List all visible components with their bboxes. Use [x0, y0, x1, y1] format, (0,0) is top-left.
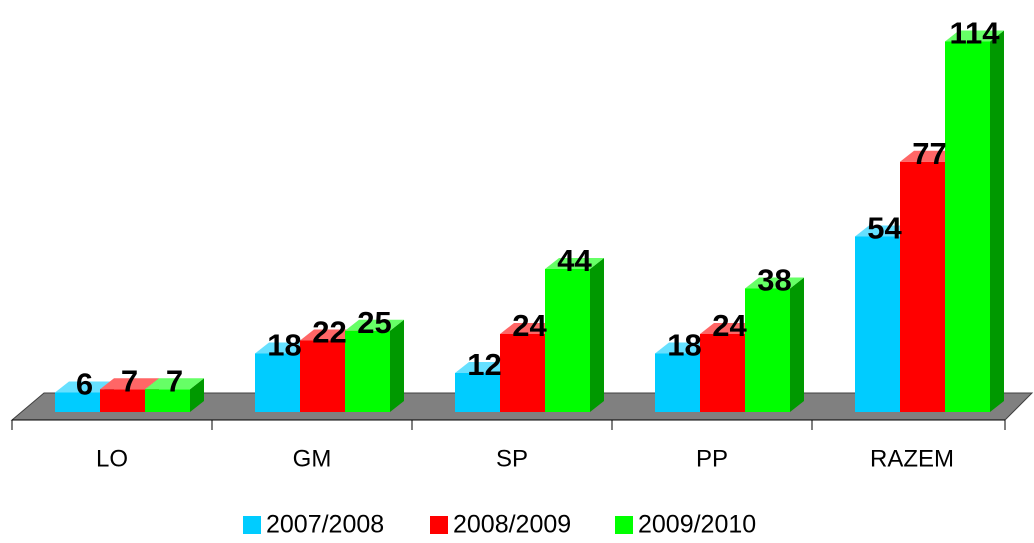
x-tick-label: RAZEM [870, 445, 954, 472]
data-label: 24 [712, 308, 747, 343]
data-label: 25 [357, 305, 391, 340]
bar-top [745, 277, 804, 289]
legend-label: 2009/2010 [638, 511, 756, 539]
bar-top [655, 342, 714, 354]
data-label: 77 [912, 136, 946, 171]
bar-front [945, 41, 990, 412]
bar-front [55, 392, 100, 412]
bar [945, 30, 1004, 412]
data-label: 38 [757, 263, 791, 298]
bar [545, 258, 604, 412]
bar-front [500, 334, 545, 412]
data-label: 24 [512, 308, 547, 343]
legend-swatch [243, 516, 261, 534]
bar-front [855, 236, 900, 412]
data-label: 12 [467, 347, 501, 382]
bar-top [100, 378, 159, 390]
data-label: 54 [867, 211, 902, 246]
bar-top [300, 329, 359, 341]
bar-side [190, 378, 204, 412]
legend-swatch [430, 516, 448, 534]
bar-top [900, 150, 959, 162]
bar-side [990, 30, 1004, 412]
x-tick-label: PP [696, 445, 728, 472]
data-label: 18 [667, 328, 701, 363]
data-label: 6 [76, 367, 93, 402]
bar-top [855, 225, 914, 237]
bar-top [345, 319, 404, 331]
x-tick-label: SP [496, 445, 528, 472]
bar-top [145, 378, 204, 390]
data-label: 7 [121, 363, 138, 398]
bar-front [900, 161, 945, 412]
bar-side [390, 319, 404, 412]
bar-front [145, 389, 190, 412]
data-label: 18 [267, 328, 301, 363]
bar-top [500, 323, 559, 334]
bar-top [700, 323, 759, 334]
bar-top [255, 342, 314, 354]
bar-side [790, 277, 804, 412]
bar-top [55, 381, 114, 393]
bar-front [745, 288, 790, 412]
legend-swatch [615, 516, 633, 534]
bar-top [545, 258, 604, 269]
bar [345, 319, 404, 412]
data-label: 22 [312, 315, 346, 350]
bar [745, 277, 804, 412]
bar-front [545, 269, 590, 412]
bar-front [455, 373, 500, 412]
bar [145, 378, 204, 412]
legend-label: 2008/2009 [453, 511, 571, 539]
legend-label: 2007/2008 [266, 511, 384, 539]
data-label: 114 [949, 16, 1000, 51]
bar-top [945, 30, 1004, 42]
data-label: 7 [166, 363, 183, 398]
bar-front [255, 353, 300, 412]
x-tick-label: GM [293, 445, 332, 472]
x-tick-label: LO [96, 445, 128, 472]
bar-front [345, 330, 390, 412]
data-label: 44 [557, 243, 592, 278]
bar-top [455, 362, 514, 373]
bar-side [590, 258, 604, 412]
bar-front [655, 353, 700, 412]
bar-front [100, 389, 145, 412]
bar-front [300, 340, 345, 412]
bar-front [700, 334, 745, 412]
